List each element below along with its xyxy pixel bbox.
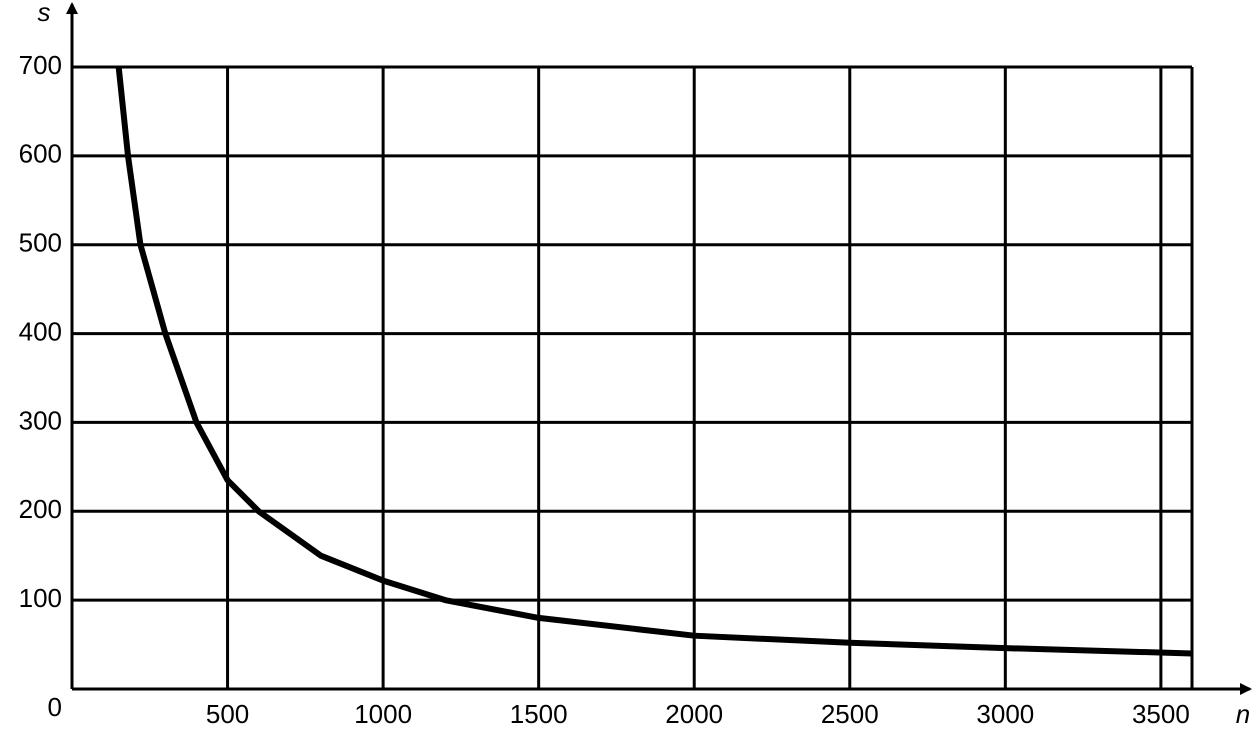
y-tick-label: 500 [19, 228, 62, 258]
y-tick-label: 200 [19, 494, 62, 524]
x-tick-label: 3500 [1132, 699, 1190, 729]
x-tick-label: 500 [206, 699, 249, 729]
y-tick-label: 400 [19, 316, 62, 346]
y-tick-label: 700 [19, 50, 62, 80]
y-tick-label: 0 [48, 692, 62, 722]
y-tick-label: 300 [19, 405, 62, 435]
plot-area: 0 100 200 300 400 500 600 700 500 1000 1500 2000 250… [19, 50, 1193, 729]
x-tick-label: 2500 [821, 699, 879, 729]
curve [115, 66, 1193, 657]
y-axis-label: s [38, 0, 51, 27]
x-tick-label: 1000 [354, 699, 412, 729]
x-tick-label: 2000 [665, 699, 723, 729]
x-tick-label: 3000 [976, 699, 1034, 729]
y-tick-label: 100 [19, 583, 62, 613]
x-tick-label: 1500 [510, 699, 568, 729]
x-axis-label: n [1236, 699, 1250, 729]
y-tick-label: 600 [19, 139, 62, 169]
